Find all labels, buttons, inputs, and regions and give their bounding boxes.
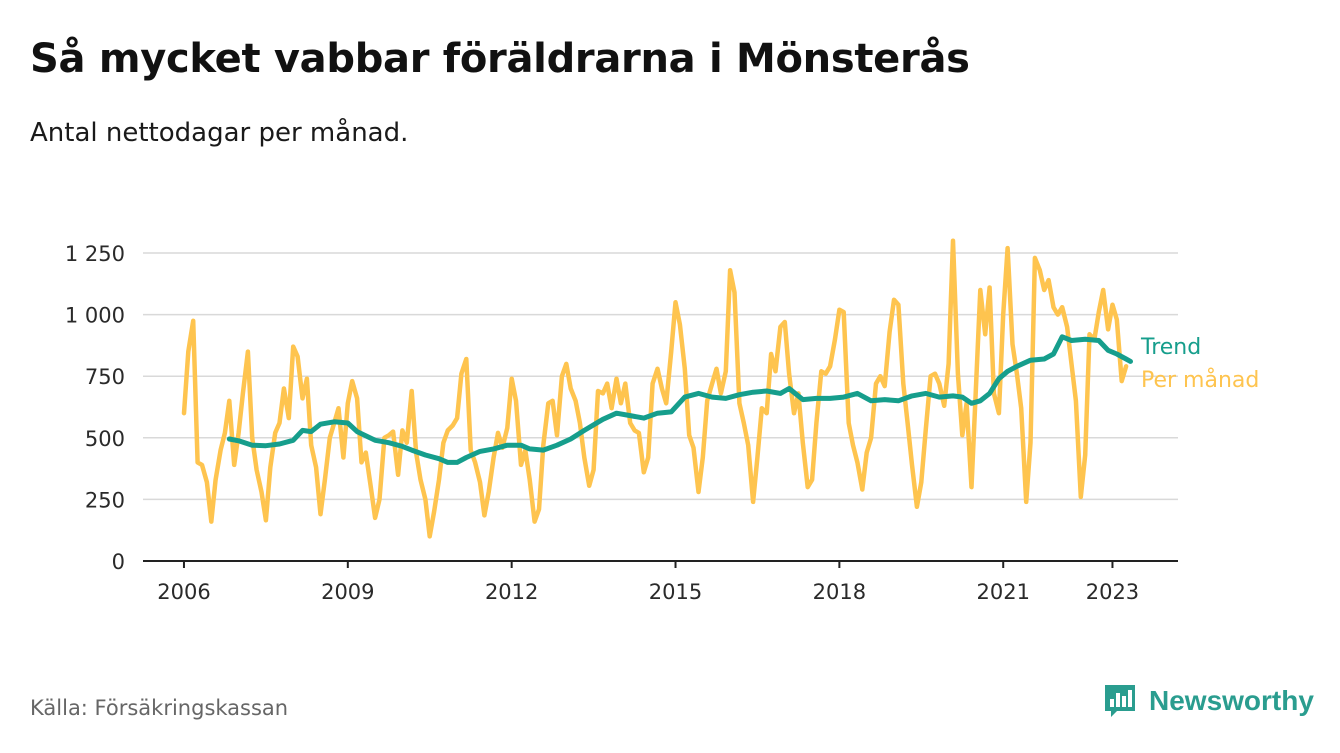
series-label-trend: Trend [1140,335,1201,360]
series-lines [181,238,1133,539]
chart-title: Så mycket vabbar föräldrarna i Mönsterås [30,36,970,82]
x-tick-label: 2021 [976,580,1029,604]
y-tick-label: 1 250 [65,242,125,266]
y-tick-label: 750 [85,365,125,389]
axes: 0 250 500 750 1 000 1 250 2006 2009 2012 2015 2018… [65,242,1178,604]
x-tick-label: 2006 [157,580,210,604]
brand-name: Newsworthy [1149,685,1314,716]
series-labels: Trend Per månad [1140,335,1259,393]
series-label-per-manad: Per månad [1141,367,1259,393]
y-tick-label: 250 [85,488,125,512]
y-tick-label: 0 [112,550,125,574]
y-tick-label: 1 000 [65,304,125,328]
x-tick-label: 2015 [649,580,702,604]
bar-chart-speech-bubble-icon [1105,685,1135,717]
x-tick-label: 2012 [485,580,538,604]
x-tick-label: 2023 [1086,580,1139,604]
chart-subtitle: Antal nettodagar per månad. [30,118,409,148]
source-note: Källa: Försäkringskassan [30,696,289,720]
y-tick-label: 500 [85,427,125,451]
brand-logo: Newsworthy [1103,683,1314,719]
x-tick-label: 2018 [813,580,866,604]
series-line-per-manad [181,238,1129,539]
series-line-trend [226,334,1133,465]
x-tick-label: 2009 [321,580,374,604]
